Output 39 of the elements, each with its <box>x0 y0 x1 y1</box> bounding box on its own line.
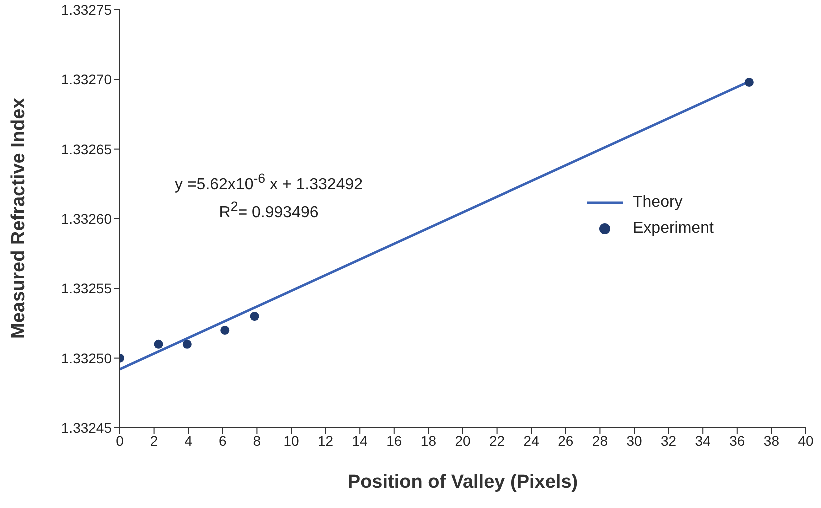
x-tick-label: 40 <box>798 432 814 449</box>
legend-label: Theory <box>633 193 683 213</box>
point <box>154 340 164 349</box>
x-tick-label: 32 <box>661 432 677 449</box>
x-tick-label: 4 <box>184 432 193 449</box>
x-tick-label: 6 <box>219 432 227 449</box>
x-tick-label: 14 <box>352 432 368 449</box>
legend-label: Experiment <box>633 219 714 239</box>
y-axis-title: Measured Refractive Index <box>8 98 30 339</box>
y-tick-label: 1.33255 <box>61 280 112 297</box>
x-tick-label: 8 <box>253 432 262 449</box>
x-tick-label: 38 <box>764 432 780 449</box>
x-tick-label: 26 <box>558 432 574 449</box>
y-tick-label: 1.33265 <box>61 141 112 158</box>
x-tick-label: 20 <box>455 432 471 449</box>
y-tick-label: 1.33260 <box>61 210 112 227</box>
x-axis-title: Position of Valley (Pixels) <box>348 472 578 493</box>
point <box>220 326 230 335</box>
x-tick-label: 34 <box>695 432 712 449</box>
point <box>744 78 754 87</box>
y-tick-label: 1.33250 <box>61 350 112 366</box>
x-tick-label: 28 <box>592 432 608 449</box>
point <box>250 312 260 322</box>
x-tick-label: 24 <box>524 432 540 449</box>
x-tick-label: 16 <box>386 432 402 449</box>
annotation: y =5.62x10$^{-6}$ x + 1.332492 <box>175 170 364 196</box>
x-tick-label: 12 <box>318 432 334 449</box>
point <box>182 340 192 349</box>
x-tick-label: 2 <box>150 432 158 449</box>
x-tick-label: 36 <box>730 432 746 449</box>
annotation: R$^{2}$= 0.993496 <box>218 198 320 224</box>
y-tick-label: 1.33275 <box>61 2 112 18</box>
y-tick-label: 1.33245 <box>61 420 112 436</box>
y-tick-label: 1.33270 <box>61 72 112 88</box>
x-tick-label: 22 <box>490 432 506 449</box>
x-tick-label: 0 <box>116 432 124 449</box>
x-tick-label: 18 <box>420 432 437 449</box>
x-tick-label: 30 <box>626 432 642 449</box>
x-tick-label: 10 <box>284 432 300 449</box>
